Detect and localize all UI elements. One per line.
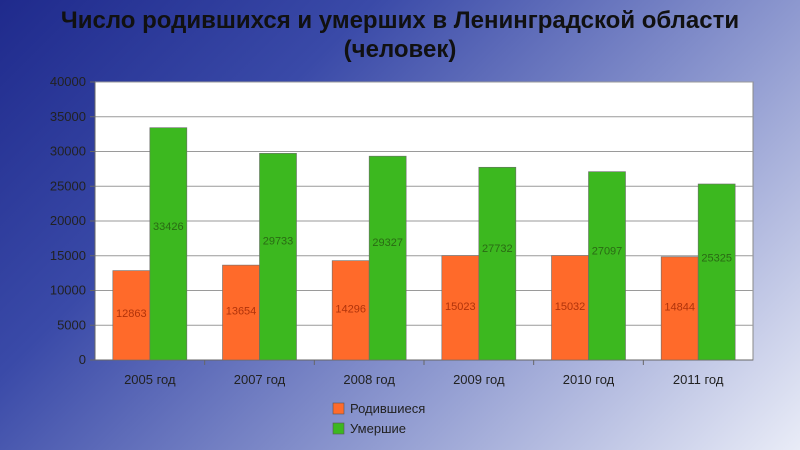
x-tick-label: 2008 год bbox=[343, 372, 395, 387]
data-label: 15032 bbox=[555, 301, 586, 313]
data-label: 27732 bbox=[482, 243, 513, 255]
bar-born-0 bbox=[112, 270, 151, 361]
bar-died-0 bbox=[149, 127, 188, 361]
bar-born-5 bbox=[660, 256, 699, 361]
bar-died-3 bbox=[478, 166, 517, 361]
x-tick-label: 2009 год bbox=[453, 372, 505, 387]
data-label: 25325 bbox=[701, 252, 732, 264]
legend-label: Родившиеся bbox=[350, 401, 425, 416]
bar-died-4 bbox=[588, 171, 626, 361]
data-label: 33426 bbox=[153, 221, 184, 233]
bar-died-5 bbox=[697, 183, 736, 361]
chart-title: Число родившихся и умерших в Ленинградск… bbox=[0, 6, 800, 64]
x-tick-label: 2010 год bbox=[563, 372, 615, 387]
data-label: 27097 bbox=[592, 246, 623, 258]
bar-died-1 bbox=[259, 153, 297, 361]
y-tick-label: 15000 bbox=[50, 248, 86, 263]
y-tick-label: 10000 bbox=[50, 283, 86, 298]
y-tick-label: 40000 bbox=[50, 74, 86, 89]
y-tick-label: 25000 bbox=[50, 178, 86, 193]
legend-swatch bbox=[332, 402, 345, 415]
data-label: 14844 bbox=[664, 301, 695, 313]
bar-born-4 bbox=[551, 255, 589, 361]
legend: Родившиеся Умершие bbox=[332, 401, 425, 436]
data-label: 15023 bbox=[445, 301, 476, 313]
plot-area: 0 5000 10000 15000 20000 25000 30000 35000 40000… bbox=[50, 74, 754, 387]
data-label: 13654 bbox=[226, 305, 257, 317]
data-label: 29733 bbox=[263, 235, 294, 247]
y-tick-label: 0 bbox=[79, 352, 86, 367]
bar-died-2 bbox=[368, 155, 407, 361]
y-tick-label: 35000 bbox=[50, 109, 86, 124]
data-label: 14296 bbox=[335, 303, 366, 315]
bar-born-1 bbox=[222, 264, 260, 361]
x-tick-label: 2005 год bbox=[124, 372, 176, 387]
x-tick-label: 2011 год bbox=[673, 372, 724, 387]
bar-born-2 bbox=[331, 260, 370, 361]
y-tick-label: 5000 bbox=[57, 317, 86, 332]
bar-born-3 bbox=[441, 255, 480, 361]
x-tick-label: 2007 год bbox=[234, 372, 286, 387]
legend-label: Умершие bbox=[350, 421, 406, 436]
chart-title-line1: Число родившихся и умерших в Ленинградск… bbox=[60, 7, 740, 34]
y-tick-label: 20000 bbox=[50, 213, 86, 228]
legend-swatch bbox=[332, 422, 345, 435]
data-label: 29327 bbox=[372, 237, 403, 249]
y-tick-label: 30000 bbox=[50, 144, 86, 159]
data-label: 12863 bbox=[116, 308, 147, 320]
chart-title-line2: (человек) bbox=[343, 36, 457, 63]
